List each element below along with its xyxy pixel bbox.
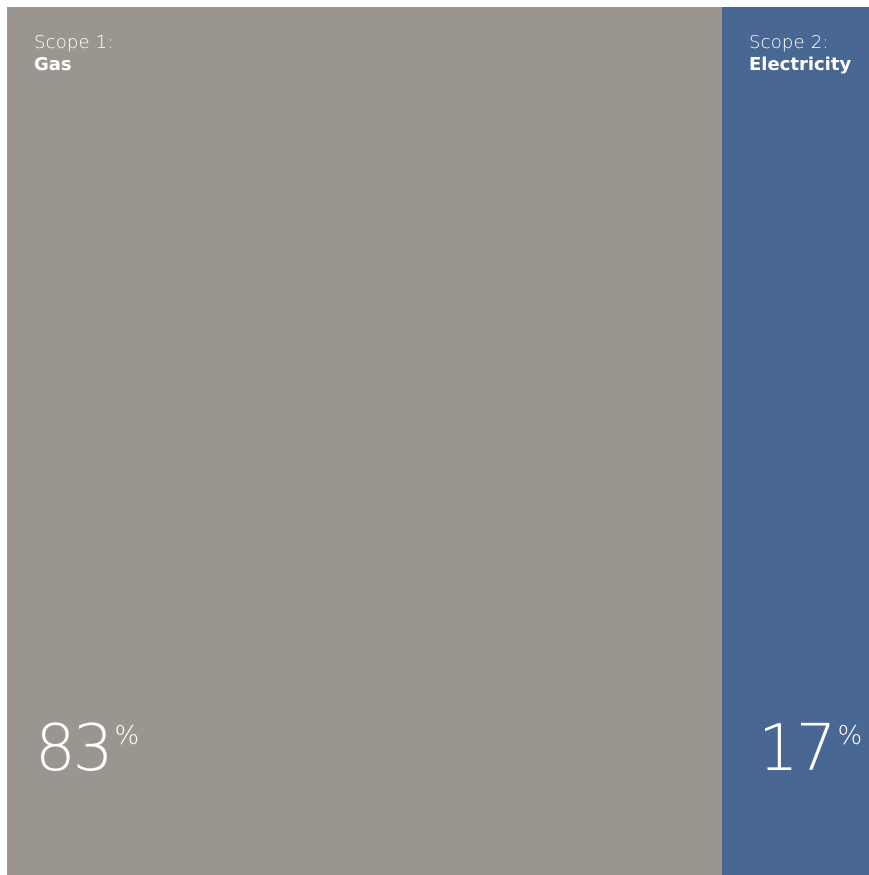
percent-unit: % — [114, 721, 139, 751]
percent-value: 17 — [758, 712, 833, 786]
percent-label: 83% — [35, 717, 139, 781]
scope-label: Scope 2: — [749, 32, 851, 54]
segment-label: Scope 2: Electricity — [749, 32, 851, 76]
percent-unit: % — [837, 721, 862, 751]
stacked-share-chart: Scope 1: Gas 83% Scope 2: Electricity 17… — [7, 7, 869, 875]
segment-label: Scope 1: Gas — [34, 32, 114, 76]
segment-gas: Scope 1: Gas 83% — [7, 7, 722, 875]
source-label: Gas — [34, 54, 114, 76]
segment-electricity: Scope 2: Electricity 17% — [722, 7, 869, 875]
percent-value: 83 — [35, 712, 110, 786]
source-label: Electricity — [749, 54, 851, 76]
scope-label: Scope 1: — [34, 32, 114, 54]
percent-label: 17% — [758, 717, 862, 781]
